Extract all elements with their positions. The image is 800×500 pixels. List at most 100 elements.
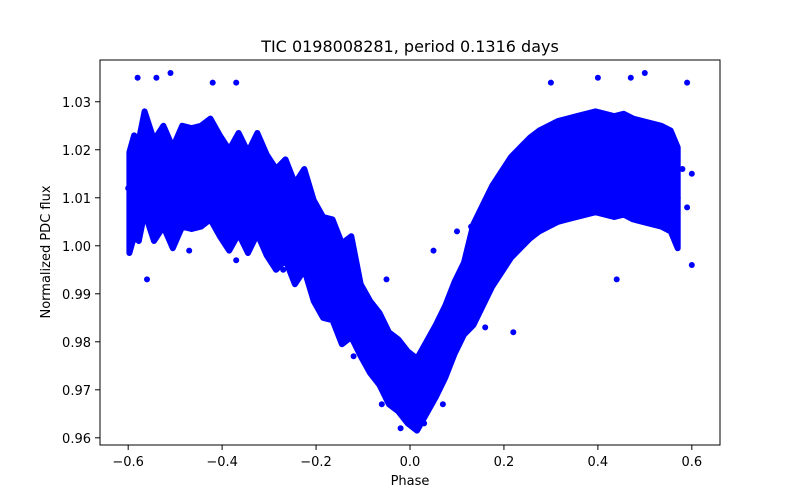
data-point — [609, 180, 615, 187]
data-point — [411, 401, 418, 408]
data-point — [139, 180, 146, 187]
data-point — [153, 74, 160, 81]
data-point — [186, 247, 193, 254]
data-point — [200, 209, 207, 216]
data-point — [280, 185, 287, 192]
data-point — [510, 329, 517, 336]
data-point — [402, 391, 409, 398]
data-point — [195, 137, 202, 144]
y-tick-label: 1.01 — [62, 192, 91, 207]
data-point — [454, 228, 460, 235]
data-point — [144, 137, 150, 144]
data-point — [684, 79, 691, 86]
data-point — [655, 190, 662, 196]
data-point — [552, 185, 559, 192]
data-point — [660, 156, 667, 163]
data-point — [594, 74, 601, 81]
x-tick-label: 0.4 — [588, 455, 609, 470]
data-point — [219, 170, 226, 177]
data-point — [491, 218, 498, 225]
data-point — [538, 161, 545, 168]
data-point — [397, 382, 404, 388]
data-point — [392, 362, 399, 369]
data-point — [674, 194, 681, 201]
data-point — [129, 166, 136, 172]
x-tick-label: 0.6 — [681, 455, 702, 470]
x-tick-label: −0.2 — [300, 455, 332, 470]
data-point — [237, 199, 244, 206]
data-point — [374, 329, 381, 336]
data-point — [176, 146, 183, 153]
data-point — [641, 70, 648, 76]
data-point — [378, 362, 385, 369]
data-point — [270, 233, 277, 240]
data-point — [594, 142, 601, 148]
y-axis-ticks: 0.96 0.97 0.98 0.99 1.00 1.01 1.02 1.03 — [62, 96, 100, 447]
data-point — [477, 266, 484, 273]
data-point — [627, 180, 634, 187]
data-point — [186, 166, 193, 172]
data-point — [576, 146, 583, 153]
data-point — [519, 180, 526, 187]
data-point — [491, 199, 498, 206]
data-point — [425, 362, 432, 369]
data-point — [439, 353, 446, 360]
data-point — [205, 175, 211, 182]
data-point — [284, 228, 291, 235]
data-point — [421, 420, 428, 427]
data-point — [623, 146, 630, 153]
data-point — [308, 257, 315, 264]
data-point — [627, 74, 634, 81]
data-point — [360, 310, 366, 316]
data-point — [468, 223, 475, 230]
data-point — [158, 190, 165, 196]
data-point — [127, 214, 134, 220]
data-point — [289, 209, 296, 216]
data-point — [136, 223, 143, 230]
data-point — [167, 70, 174, 76]
data-point — [562, 180, 568, 187]
data-point — [571, 180, 578, 187]
data-point — [533, 194, 540, 201]
data-point — [524, 199, 531, 206]
data-point — [275, 199, 282, 206]
data-point — [209, 79, 216, 86]
y-tick-label: 0.98 — [62, 336, 91, 351]
data-point — [228, 180, 235, 187]
data-point — [646, 185, 653, 192]
data-point — [256, 170, 263, 177]
data-point — [132, 199, 139, 206]
chart-title: TIC 0198008281, period 0.1316 days — [260, 37, 559, 56]
data-point — [134, 151, 141, 158]
data-point — [162, 156, 169, 163]
data-point — [172, 175, 179, 182]
data-point — [604, 146, 611, 153]
data-point — [266, 190, 273, 196]
data-point — [439, 401, 446, 408]
data-point — [430, 247, 437, 254]
data-point — [468, 286, 475, 292]
data-point — [641, 151, 648, 158]
data-point — [369, 324, 376, 331]
data-point — [543, 190, 550, 196]
data-point — [378, 401, 385, 408]
data-point — [430, 372, 437, 379]
data-point — [665, 194, 672, 201]
x-tick-label: 0.2 — [494, 455, 515, 470]
data-point — [233, 257, 240, 264]
y-tick-label: 1.03 — [62, 96, 91, 111]
data-point — [688, 262, 695, 268]
data-point — [416, 382, 423, 388]
data-point — [350, 353, 357, 360]
data-point — [214, 194, 221, 201]
data-point — [632, 151, 639, 158]
data-point — [280, 266, 287, 273]
data-point — [529, 170, 536, 177]
data-point — [515, 209, 521, 216]
data-point — [331, 290, 338, 297]
x-tick-label: −0.4 — [206, 455, 238, 470]
data-point — [190, 185, 197, 192]
data-point — [458, 310, 465, 316]
data-density-band — [126, 108, 681, 434]
